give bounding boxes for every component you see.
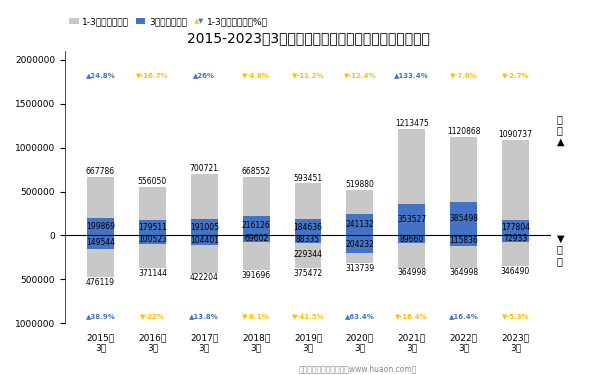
Bar xyxy=(191,236,218,273)
Text: 179511: 179511 xyxy=(138,223,167,232)
Text: 391696: 391696 xyxy=(242,271,270,280)
Bar xyxy=(294,236,322,243)
Bar xyxy=(87,218,114,236)
Text: ▼-22%: ▼-22% xyxy=(140,314,165,320)
Text: ▼-4.6%: ▼-4.6% xyxy=(242,72,270,78)
Text: ▼-7.6%: ▼-7.6% xyxy=(450,72,478,78)
Text: 241132: 241132 xyxy=(346,220,374,230)
Legend: 1-3月（万美元）, 3月（万美元）, 1-3月同比增速（%）: 1-3月（万美元）, 3月（万美元）, 1-3月同比增速（%） xyxy=(69,17,268,26)
Text: 出
口: 出 口 xyxy=(557,114,563,135)
Text: 519880: 519880 xyxy=(346,180,374,189)
Text: 199869: 199869 xyxy=(86,222,115,231)
Text: 104401: 104401 xyxy=(190,236,219,244)
Text: 216126: 216126 xyxy=(242,222,270,231)
Text: 72933: 72933 xyxy=(503,234,528,243)
Text: 593451: 593451 xyxy=(294,174,322,183)
Text: 364998: 364998 xyxy=(397,268,426,277)
Text: 1120868: 1120868 xyxy=(447,127,481,136)
Text: 353527: 353527 xyxy=(397,216,426,225)
Text: ▼-5.3%: ▼-5.3% xyxy=(501,314,530,320)
Bar xyxy=(450,236,477,268)
Bar xyxy=(398,204,425,236)
Bar xyxy=(191,236,218,244)
Text: 100523: 100523 xyxy=(138,236,167,244)
Text: 制图：华经产业研究院（www.huaon.com）: 制图：华经产业研究院（www.huaon.com） xyxy=(299,364,417,373)
Bar xyxy=(139,236,166,244)
Text: 667786: 667786 xyxy=(86,167,115,176)
Bar xyxy=(398,236,425,268)
Bar xyxy=(502,236,529,242)
Text: 700721: 700721 xyxy=(190,164,219,173)
Text: 115836: 115836 xyxy=(449,236,478,245)
Text: ▼-16.4%: ▼-16.4% xyxy=(395,314,428,320)
Bar xyxy=(242,177,270,236)
Bar xyxy=(191,219,218,236)
Bar xyxy=(139,236,166,268)
Text: ▲63.4%: ▲63.4% xyxy=(345,314,375,320)
Text: 668552: 668552 xyxy=(242,167,270,176)
Text: ▲: ▲ xyxy=(557,137,564,147)
Bar xyxy=(294,219,322,236)
Text: ▲24.8%: ▲24.8% xyxy=(85,72,115,78)
Text: 313739: 313739 xyxy=(345,264,374,273)
Bar xyxy=(242,236,270,270)
Text: ▼-41.5%: ▼-41.5% xyxy=(291,314,324,320)
Text: ▼-8.1%: ▼-8.1% xyxy=(242,314,270,320)
Text: 1090737: 1090737 xyxy=(498,130,533,139)
Bar xyxy=(242,216,270,236)
Bar xyxy=(294,236,322,268)
Text: 177804: 177804 xyxy=(501,223,530,232)
Bar xyxy=(294,183,322,236)
Text: 556050: 556050 xyxy=(138,177,167,186)
Text: ▲38.9%: ▲38.9% xyxy=(85,314,115,320)
Text: 364998: 364998 xyxy=(449,268,478,277)
Bar xyxy=(398,236,425,243)
Bar xyxy=(346,214,373,236)
Bar xyxy=(502,220,529,236)
Text: ▼: ▼ xyxy=(557,234,564,244)
Text: 375472: 375472 xyxy=(294,269,322,278)
Title: 2015-2023年3月河南省外商投资企业进、出口额统计图: 2015-2023年3月河南省外商投资企业进、出口额统计图 xyxy=(187,32,429,46)
Text: 69602: 69602 xyxy=(244,234,268,243)
Text: 476119: 476119 xyxy=(86,278,115,287)
Bar xyxy=(450,202,477,236)
Text: 191005: 191005 xyxy=(190,223,219,232)
Text: 346490: 346490 xyxy=(501,267,530,276)
Bar xyxy=(87,236,114,278)
Bar xyxy=(502,140,529,236)
Bar xyxy=(346,190,373,236)
Text: 149544: 149544 xyxy=(86,237,115,246)
Bar xyxy=(87,236,114,249)
Bar xyxy=(450,236,477,246)
Text: 89660: 89660 xyxy=(399,235,424,244)
Text: ▲16.4%: ▲16.4% xyxy=(449,314,479,320)
Text: ▲13.8%: ▲13.8% xyxy=(189,314,219,320)
Text: ▼-12.4%: ▼-12.4% xyxy=(343,72,376,78)
Text: ▲133.4%: ▲133.4% xyxy=(394,72,429,78)
Text: 422204: 422204 xyxy=(190,273,219,282)
Bar xyxy=(87,177,114,236)
Bar xyxy=(139,187,166,236)
Text: 371144: 371144 xyxy=(138,269,167,278)
Bar xyxy=(450,137,477,236)
Text: ▼-16.7%: ▼-16.7% xyxy=(136,72,169,78)
Bar xyxy=(346,236,373,254)
Bar xyxy=(242,236,270,242)
Text: 229344: 229344 xyxy=(294,250,322,259)
Bar xyxy=(346,236,373,263)
Text: 204232: 204232 xyxy=(346,240,374,249)
Bar xyxy=(191,174,218,236)
Text: 1213475: 1213475 xyxy=(395,119,429,128)
Bar xyxy=(139,220,166,236)
Bar xyxy=(502,236,529,266)
Text: ▼-2.7%: ▼-2.7% xyxy=(501,72,530,78)
Text: ▼-11.2%: ▼-11.2% xyxy=(292,72,324,78)
Text: 184636: 184636 xyxy=(294,223,322,232)
Text: 88335: 88335 xyxy=(296,235,320,244)
Text: 进
口: 进 口 xyxy=(557,244,563,266)
Bar xyxy=(398,129,425,236)
Text: ▲26%: ▲26% xyxy=(193,72,216,78)
Text: 385498: 385498 xyxy=(449,214,478,223)
